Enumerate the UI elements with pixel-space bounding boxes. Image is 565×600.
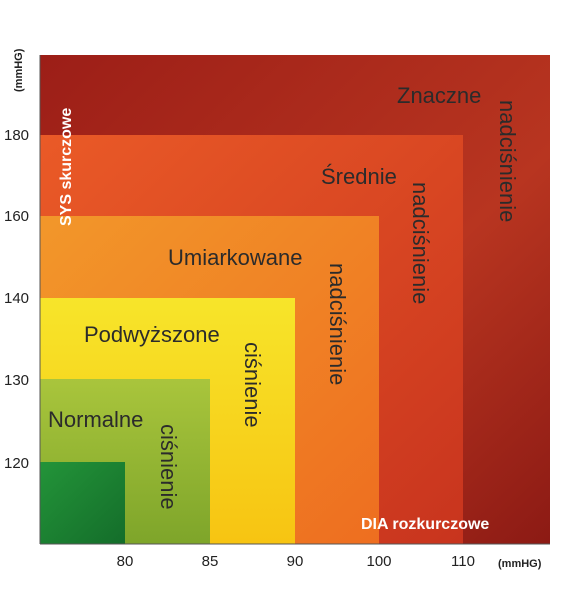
x-tick-label: 80 [117, 553, 134, 570]
zone-optimal [40, 462, 125, 544]
zone-label-znaczne: Znaczne [397, 83, 481, 108]
zone-label-normalne: Normalne [48, 407, 143, 432]
y-tick-label: 130 [4, 372, 29, 389]
y-tick-label: 180 [4, 127, 29, 144]
zone-label-srednie: Średnie [321, 164, 397, 189]
x-tick-label: 90 [287, 553, 304, 570]
x-tick-label: 85 [202, 553, 219, 570]
zone-label-podwyzszone-2: ciśnienie [240, 342, 265, 428]
x-axis-unit: (mmHG) [498, 558, 542, 570]
y-tick-label: 120 [4, 455, 29, 472]
zone-label-znaczne-2: nadciśnienie [495, 100, 520, 222]
zone-label-podwyzszone: Podwyższone [84, 322, 220, 347]
zone-label-umiarkowane: Umiarkowane [168, 245, 303, 270]
x-tick-label: 110 [451, 553, 475, 570]
y-tick-label: 160 [4, 208, 29, 225]
x-axis-label: DIA rozkurczowe [361, 516, 489, 533]
y-axis-label: SYS skurczowe [58, 108, 75, 226]
y-axis-unit: (mmHG) [13, 48, 25, 92]
zone-label-normalne-2: ciśnienie [156, 424, 181, 510]
x-tick-label: 100 [366, 553, 391, 570]
zone-label-srednie-2: nadciśnienie [408, 182, 433, 304]
zone-label-umiarkowane-2: nadciśnienie [325, 263, 350, 385]
y-tick-label: 140 [4, 290, 29, 307]
